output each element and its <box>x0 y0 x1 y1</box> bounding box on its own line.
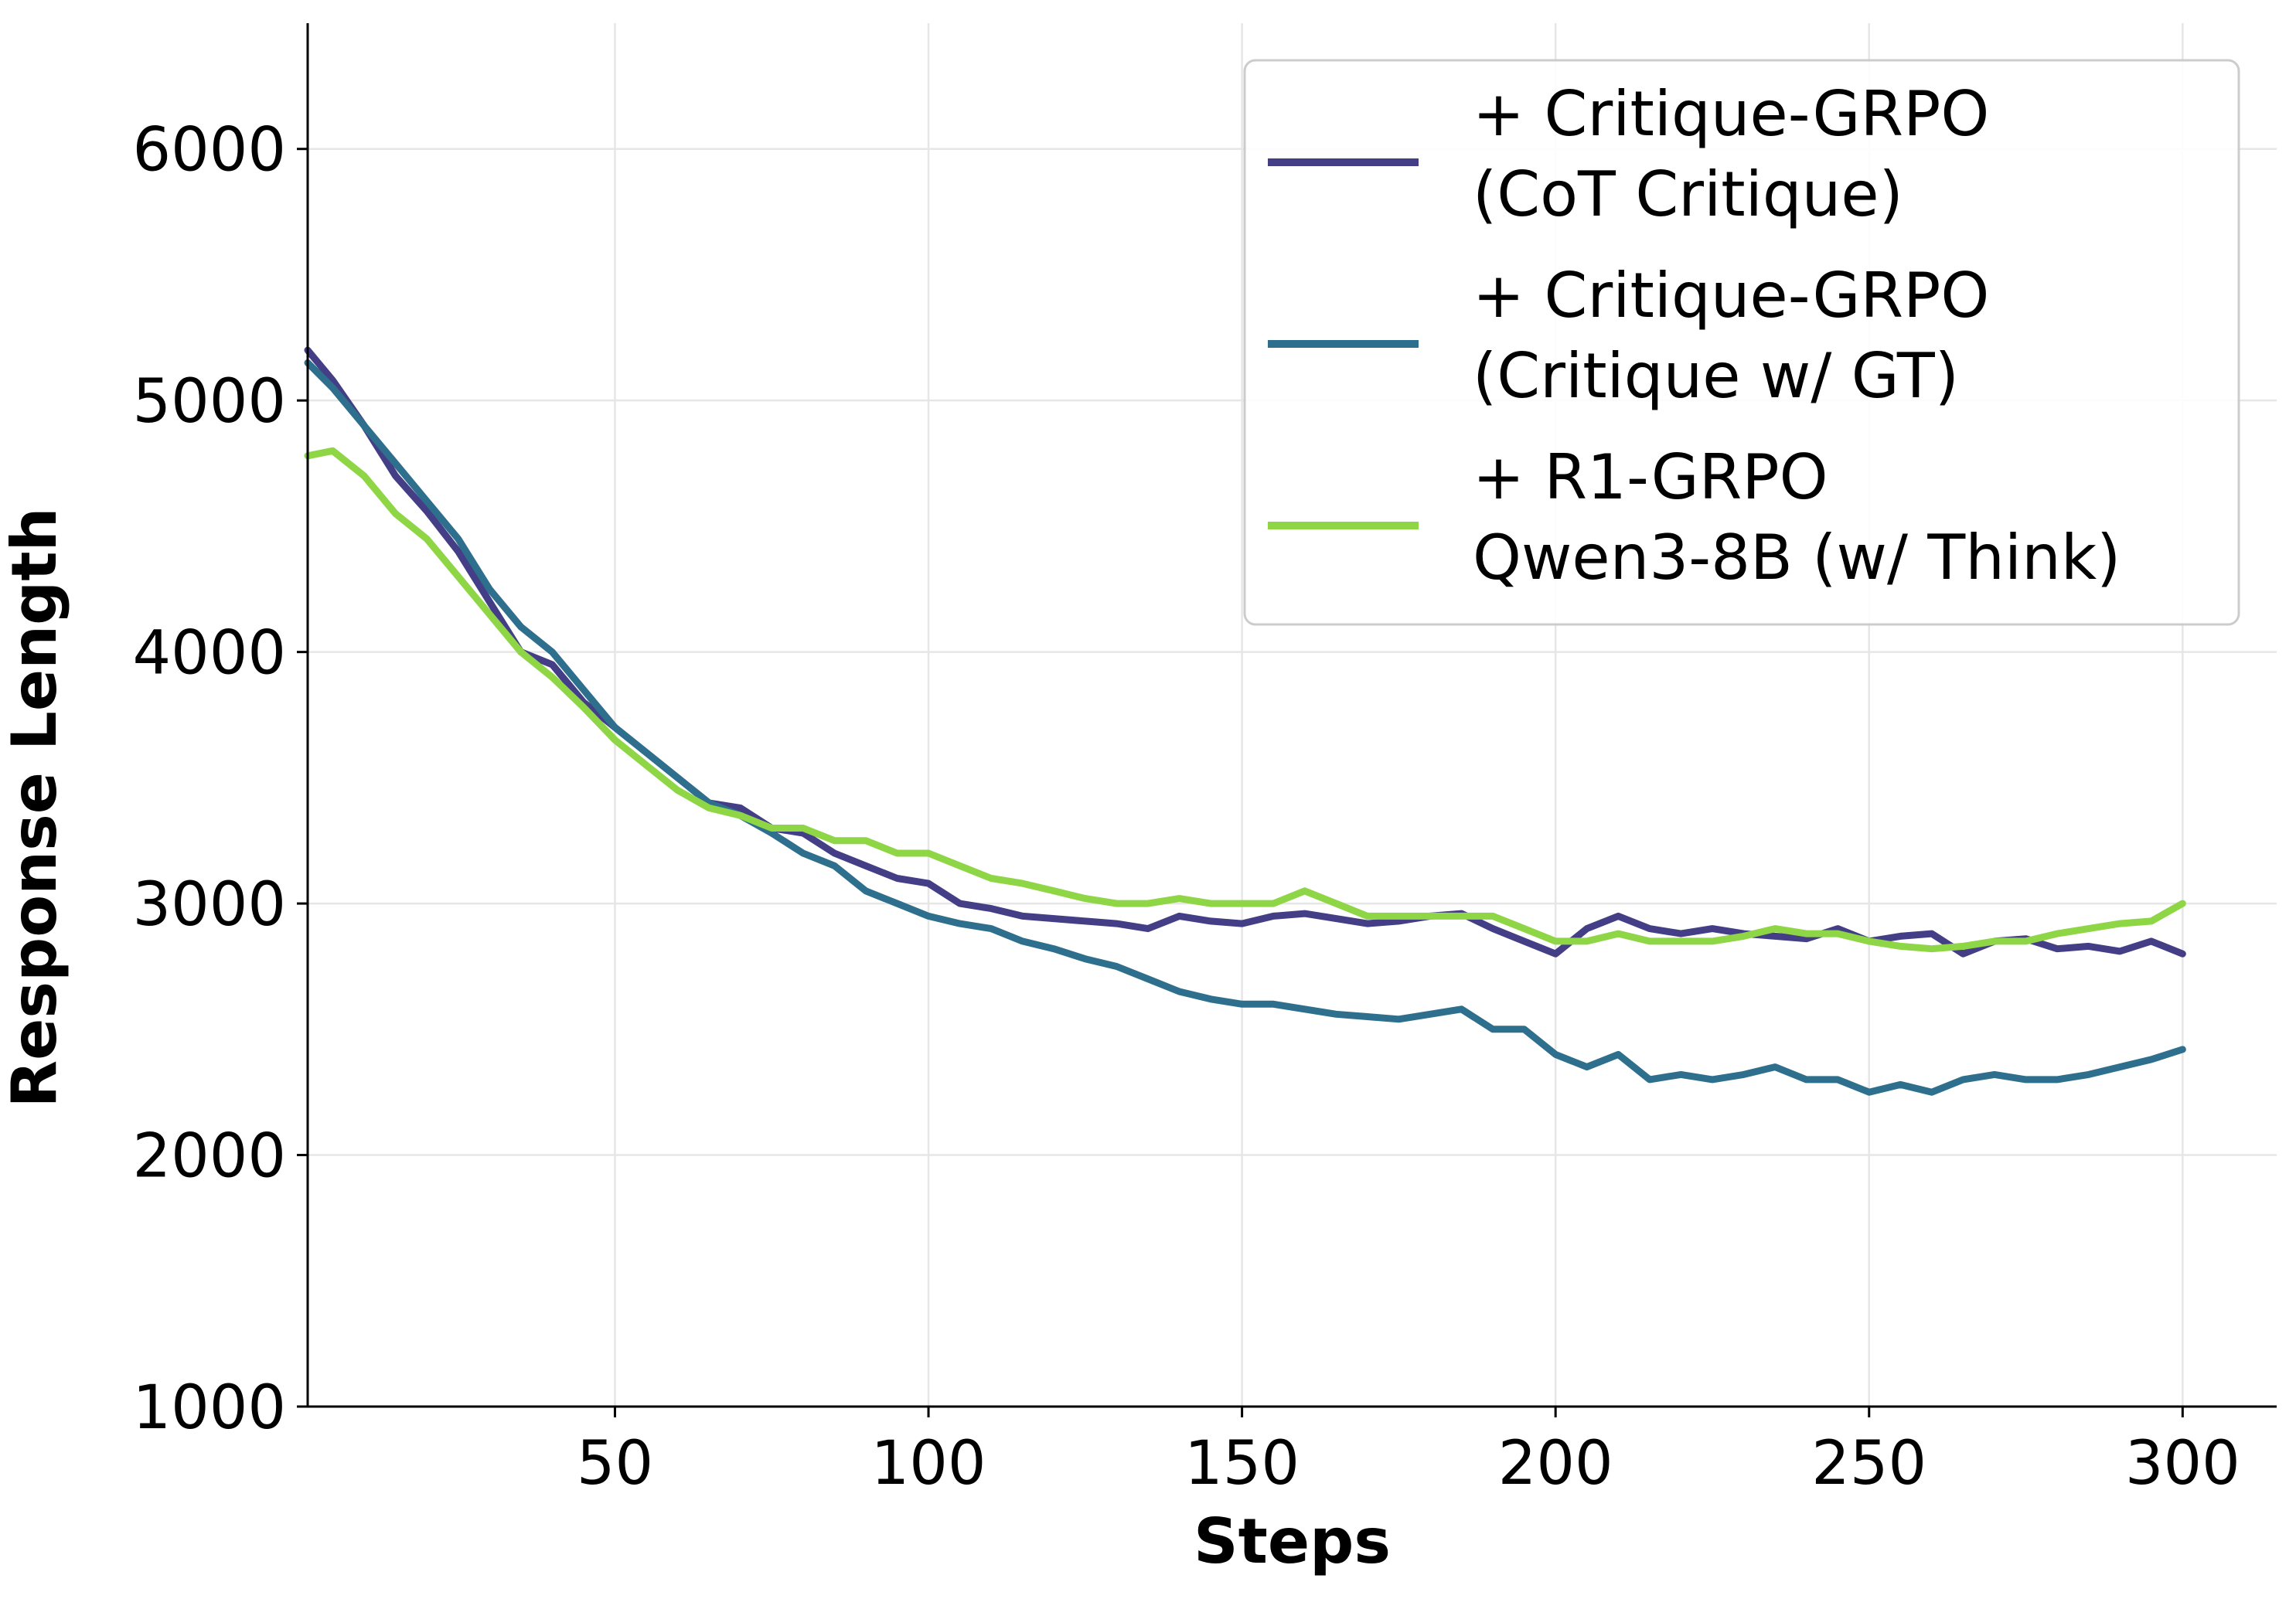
y-tick-label: 5000 <box>132 367 286 437</box>
y-tick-label: 4000 <box>132 619 286 689</box>
y-axis-label: Response Length <box>0 507 70 1107</box>
x-tick-label: 200 <box>1498 1429 1613 1499</box>
legend-box <box>1243 59 2240 626</box>
y-tick-label: 6000 <box>132 116 286 185</box>
legend-label-line: + Critique-GRPO <box>1473 260 1989 332</box>
legend-label-line: (Critique w/ GT) <box>1473 340 1959 412</box>
legend-label-3: + R1-GRPO Qwen3-8B (w/ Think) <box>1473 441 2121 594</box>
y-tick-label: 3000 <box>132 870 286 940</box>
series-layer <box>304 346 2186 1096</box>
series-line-3 <box>304 447 2186 953</box>
legend-label-line: + R1-GRPO <box>1473 441 1828 513</box>
y-tick-label: 1000 <box>132 1373 286 1443</box>
legend-label-2: + Critique-GRPO (Critique w/ GT) <box>1473 260 1989 412</box>
x-tick-label: 150 <box>1184 1429 1300 1499</box>
y-tick-label: 2000 <box>132 1122 286 1192</box>
legend-label-line: + Critique-GRPO <box>1473 78 1989 150</box>
legend-label-line: Qwen3-8B (w/ Think) <box>1473 522 2121 594</box>
series-line-2 <box>304 359 2186 1096</box>
x-tick-label: 300 <box>2125 1429 2240 1499</box>
axes-layer <box>306 23 2277 1408</box>
ticks-layer: 50 100 150 200 250 300 1000 2000 3000 4000 5000 600… <box>132 116 2240 1499</box>
legend-label-line: (CoT Critique) <box>1473 158 1903 230</box>
x-tick-label: 50 <box>577 1429 653 1499</box>
legend: + Critique-GRPO (CoT Critique)+ Critique-… <box>1243 59 2240 626</box>
x-tick-label: 250 <box>1811 1429 1926 1499</box>
x-tick-label: 100 <box>871 1429 986 1499</box>
x-axis-label: Steps <box>1194 1505 1391 1577</box>
legend-label-1: + Critique-GRPO (CoT Critique) <box>1473 78 1989 230</box>
